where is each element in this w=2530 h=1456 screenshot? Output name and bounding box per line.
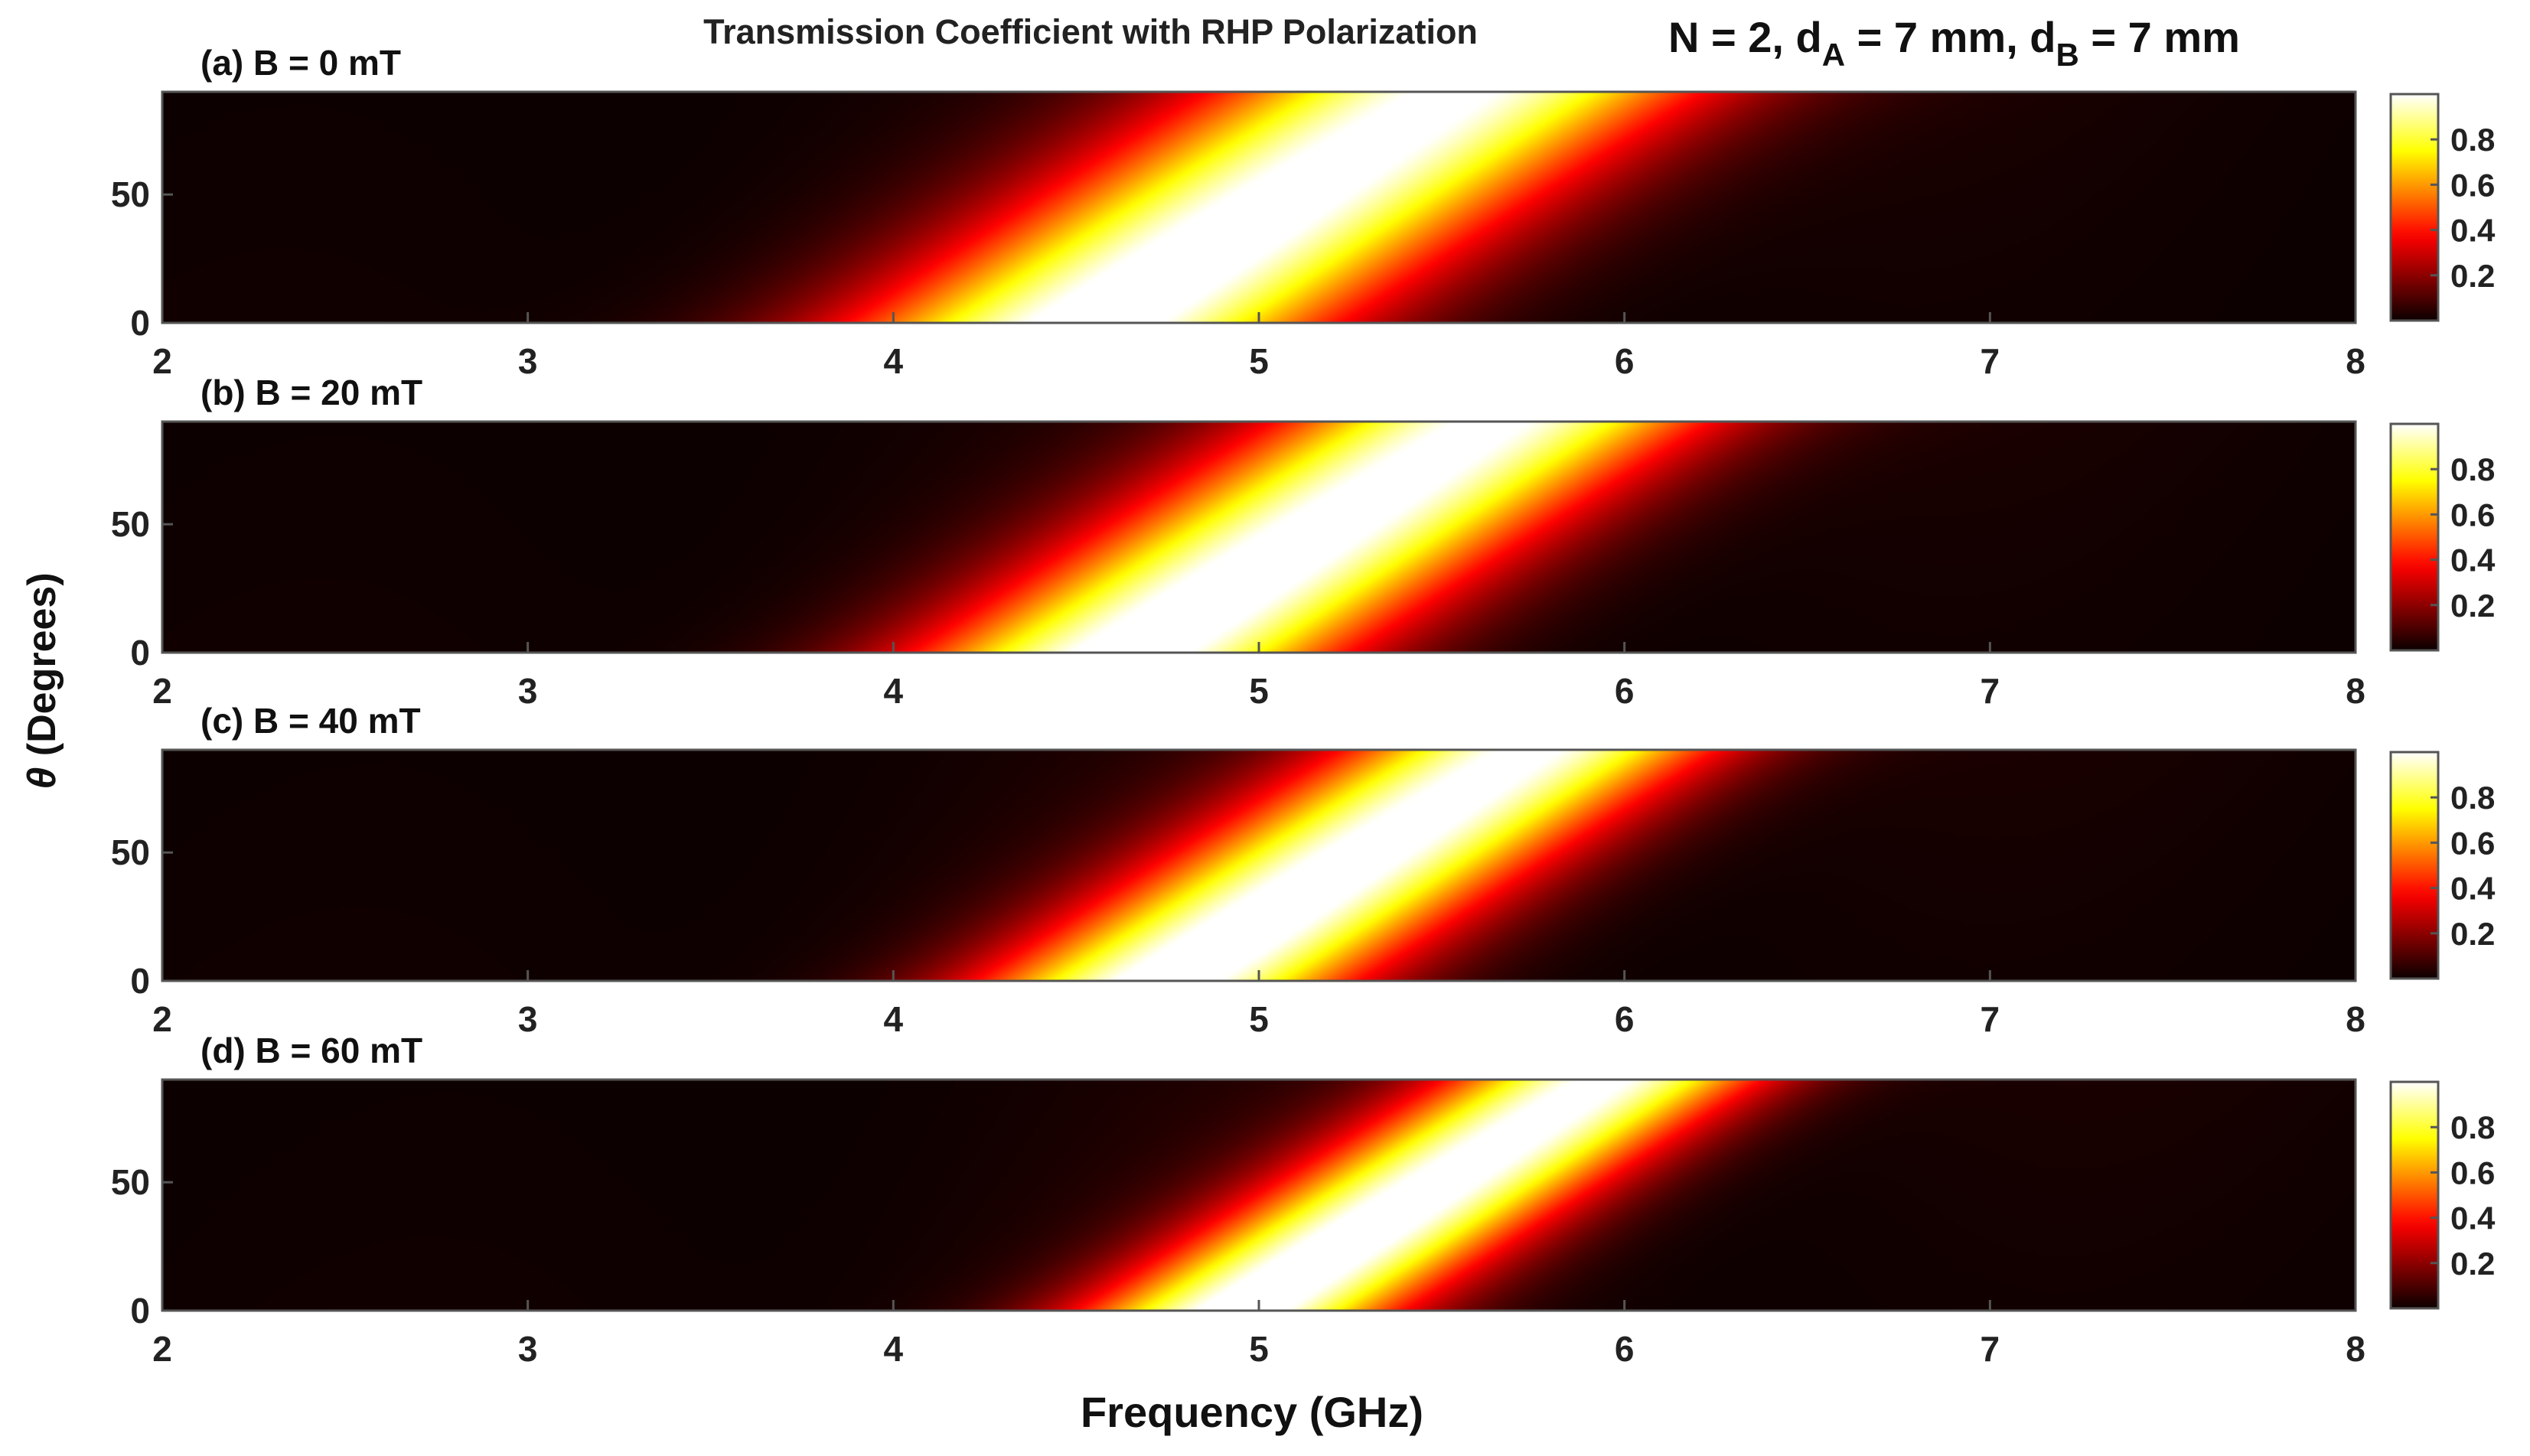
x-tick-label: 2: [152, 671, 172, 711]
x-tick-label: 5: [1249, 671, 1269, 711]
y-tick-label: 50: [111, 1162, 150, 1202]
colorbar-tick-label: 0.2: [2450, 916, 2495, 952]
heatmap-panel: (a) B = 0 mT 2 3 4 5 6 7 8 0 50 0.2 0.4 0.6 0.8: [111, 43, 2496, 381]
y-tick-label: 0: [130, 633, 150, 673]
x-tick-label: 2: [152, 999, 172, 1039]
params-mid: = 7 mm, d: [1845, 13, 2056, 61]
x-tick-label: 3: [518, 1329, 538, 1369]
x-tick-label: 7: [1981, 671, 2000, 711]
x-tick-label: 6: [1615, 671, 1635, 711]
heatmap-image: [162, 422, 2356, 653]
colorbar-tick-label: 0.6: [2450, 497, 2495, 533]
heatmap-panel: (d) B = 60 mT 2 3 4 5 6 7 8 0 50 0.2 0.4 0.6 0.8: [111, 1031, 2496, 1369]
x-tick-label: 4: [884, 671, 904, 711]
y-tick-label: 0: [130, 961, 150, 1001]
colorbar-tick-label: 0.4: [2450, 1200, 2496, 1236]
x-tick-label: 8: [2346, 341, 2365, 381]
x-tick-label: 2: [152, 1329, 172, 1369]
y-axis-text: (Degrees): [20, 572, 64, 767]
x-tick-label: 2: [152, 341, 172, 381]
colorbar-tick-label: 0.2: [2450, 1246, 2495, 1282]
x-tick-label: 5: [1249, 999, 1269, 1039]
x-tick-label: 3: [518, 341, 538, 381]
heatmap-image: [162, 1080, 2356, 1311]
colorbar-tick-label: 0.6: [2450, 167, 2495, 203]
colorbar-tick-label: 0.8: [2450, 122, 2495, 158]
x-tick-label: 7: [1981, 999, 2000, 1039]
panel-label: (c) B = 40 mT: [201, 701, 421, 741]
x-tick-label: 6: [1615, 999, 1635, 1039]
colorbar-tick-label: 0.8: [2450, 1109, 2495, 1145]
x-tick-label: 7: [1981, 341, 2000, 381]
x-tick-label: 5: [1249, 341, 1269, 381]
x-axis-label: Frequency (GHz): [1081, 1388, 1423, 1436]
heatmap-panel: (c) B = 40 mT 2 3 4 5 6 7 8 0 50 0.2 0.4 0.6 0.8: [111, 701, 2496, 1039]
colorbar-tick-label: 0.2: [2450, 588, 2495, 624]
heatmap-image: [162, 92, 2356, 323]
params-sub-b: B: [2056, 37, 2079, 73]
colorbar-tick-label: 0.6: [2450, 825, 2495, 861]
x-tick-label: 7: [1981, 1329, 2000, 1369]
colorbar-tick-label: 0.4: [2450, 213, 2496, 249]
colorbar: [2389, 422, 2440, 652]
colorbar-tick-label: 0.6: [2450, 1155, 2495, 1191]
colorbar: [2389, 751, 2440, 980]
colorbar: [2389, 93, 2440, 322]
colorbar-tick-label: 0.8: [2450, 780, 2495, 816]
panel-label: (b) B = 20 mT: [201, 373, 422, 412]
x-tick-label: 4: [884, 999, 904, 1039]
y-axis-label: θ (Degrees): [20, 572, 64, 789]
x-tick-label: 6: [1615, 1329, 1635, 1369]
colorbar-tick-label: 0.4: [2450, 871, 2496, 907]
x-tick-label: 8: [2346, 1329, 2365, 1369]
params-end: = 7 mm: [2079, 13, 2240, 61]
x-tick-label: 8: [2346, 671, 2365, 711]
x-tick-label: 4: [884, 1329, 904, 1369]
panel-label: (a) B = 0 mT: [201, 43, 401, 83]
colorbar-tick-label: 0.4: [2450, 542, 2496, 578]
figure-params: N = 2, dA = 7 mm, dB = 7 mm: [1668, 13, 2240, 73]
y-tick-label: 0: [130, 1291, 150, 1331]
panel-label: (d) B = 60 mT: [201, 1031, 422, 1070]
x-tick-label: 3: [518, 999, 538, 1039]
x-tick-label: 3: [518, 671, 538, 711]
y-tick-label: 50: [111, 504, 150, 544]
x-tick-label: 8: [2346, 999, 2365, 1039]
figure-title: Transmission Coefficient with RHP Polari…: [703, 12, 1478, 51]
colorbar-tick-label: 0.2: [2450, 258, 2495, 294]
y-axis-symbol: θ: [20, 767, 64, 790]
params-main: N = 2, d: [1668, 13, 1822, 61]
heatmap-panel: (b) B = 20 mT 2 3 4 5 6 7 8 0 50 0.2 0.4 0.6 0.8: [111, 373, 2496, 711]
y-tick-label: 0: [130, 303, 150, 343]
colorbar: [2389, 1080, 2440, 1310]
y-tick-label: 50: [111, 174, 150, 214]
x-tick-label: 4: [884, 341, 904, 381]
x-tick-label: 5: [1249, 1329, 1269, 1369]
y-tick-label: 50: [111, 832, 150, 872]
heatmap-image: [162, 750, 2356, 981]
params-sub-a: A: [1822, 37, 1845, 73]
colorbar-tick-label: 0.8: [2450, 451, 2495, 487]
x-tick-label: 6: [1615, 341, 1635, 381]
